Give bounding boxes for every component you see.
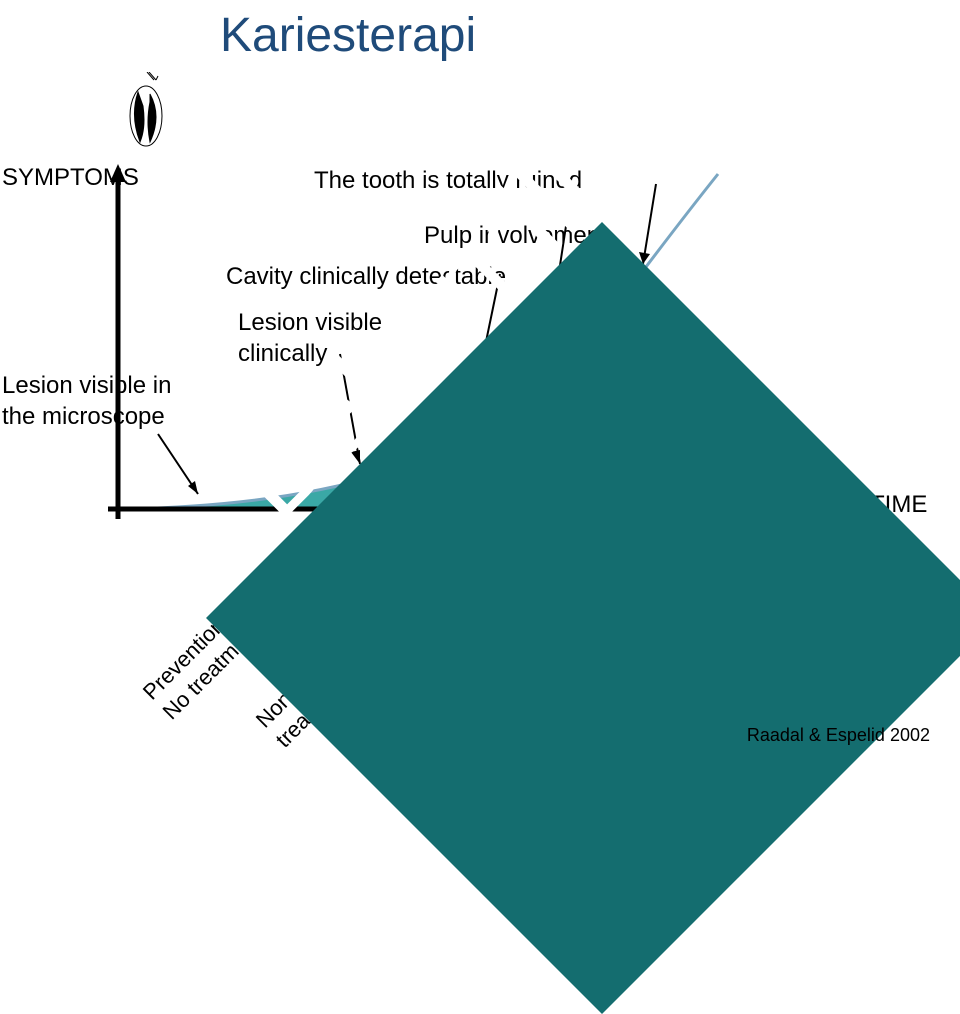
label-lesion-microscope: Lesion visible in the microscope xyxy=(2,371,171,432)
brand-logo xyxy=(128,72,166,150)
citation: Raadal & Espelid 2002 xyxy=(747,725,930,746)
y-axis-arrow xyxy=(110,164,126,182)
page-title: Kariesterapi xyxy=(220,8,476,63)
